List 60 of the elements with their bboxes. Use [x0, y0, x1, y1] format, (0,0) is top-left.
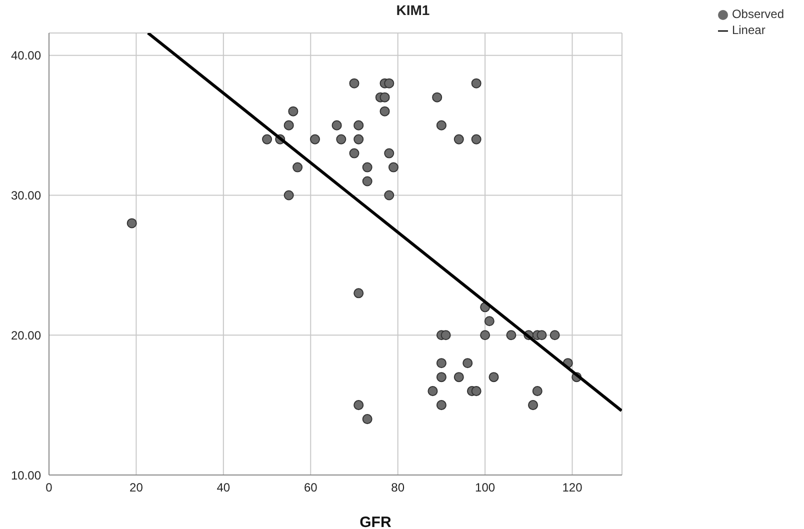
point — [384, 190, 394, 200]
legend-label: Observed — [732, 7, 784, 21]
point — [471, 78, 482, 88]
point — [436, 400, 446, 410]
y-tick-label: 40.00 — [10, 48, 42, 63]
point — [462, 358, 473, 368]
point — [284, 120, 294, 130]
point — [488, 372, 499, 382]
point — [384, 78, 394, 88]
point — [528, 400, 538, 410]
point — [440, 330, 451, 340]
point — [354, 400, 364, 410]
point — [362, 176, 372, 186]
point — [332, 120, 342, 130]
point — [380, 106, 390, 116]
x-tick-label: 0 — [46, 480, 53, 495]
point — [354, 134, 364, 144]
y-tick-label: 30.00 — [10, 188, 42, 203]
point — [428, 386, 438, 396]
x-axis-title: GFR — [360, 514, 392, 529]
point — [536, 330, 547, 340]
point — [454, 134, 464, 144]
y-tick-label: 10.00 — [10, 468, 42, 482]
point — [126, 218, 137, 228]
chart-title: KIM1 — [395, 2, 431, 18]
point — [284, 190, 294, 200]
point — [336, 134, 346, 144]
point — [310, 134, 320, 144]
point — [349, 148, 360, 158]
x-tick-label: 40 — [216, 480, 230, 495]
point — [484, 316, 494, 326]
point — [262, 134, 272, 144]
point — [432, 92, 442, 102]
x-tick-label: 100 — [475, 480, 496, 495]
x-tick-label: 80 — [391, 480, 405, 495]
point — [436, 120, 446, 130]
point — [471, 386, 482, 396]
point — [288, 106, 298, 116]
point — [436, 358, 446, 368]
point — [362, 162, 372, 172]
point — [471, 134, 482, 144]
point — [454, 372, 464, 382]
point — [480, 330, 490, 340]
x-tick-label: 60 — [304, 480, 318, 495]
point — [349, 78, 360, 88]
point — [362, 414, 372, 424]
x-tick-label: 20 — [130, 480, 144, 495]
point — [380, 92, 390, 102]
y-tick-label: 20.00 — [10, 328, 42, 342]
point — [550, 330, 560, 340]
point — [384, 148, 394, 158]
point — [506, 330, 516, 340]
x-tick-label: 120 — [562, 480, 583, 495]
point — [388, 162, 398, 172]
legend-label: Linear — [732, 23, 766, 37]
point — [292, 162, 303, 172]
point — [354, 288, 364, 298]
point — [436, 372, 446, 382]
point — [354, 120, 364, 130]
point — [532, 386, 542, 396]
